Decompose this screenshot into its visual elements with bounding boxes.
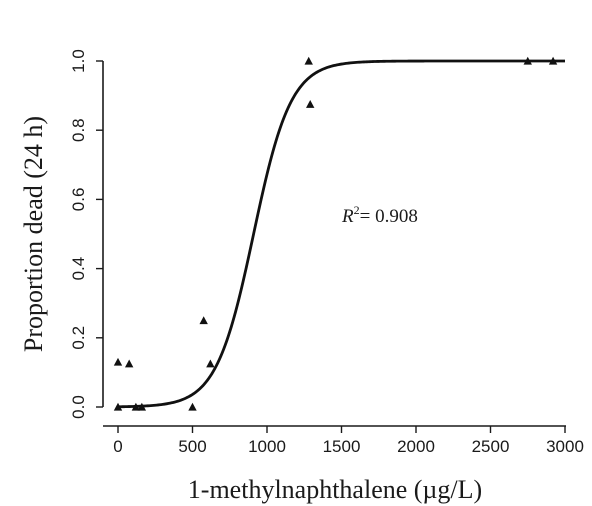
x-tick-label-5: 2500 (472, 437, 510, 456)
y-tick-label-0: 0.0 (69, 395, 88, 419)
data-point-8 (304, 56, 313, 65)
x-tick-label-3: 1500 (323, 437, 361, 456)
r-exponent: 2 (354, 203, 360, 217)
r-squared-value: = 0.908 (360, 206, 418, 227)
x-ticks: 0 500 1000 1500 2000 2500 3000 (113, 426, 584, 456)
data-point-6 (199, 316, 208, 325)
y-tick-label-5: 1.0 (69, 49, 88, 73)
data-point-11 (548, 56, 558, 65)
data-point-10 (523, 56, 532, 65)
data-point-4 (137, 402, 147, 411)
y-tick-label-1: 0.2 (69, 326, 88, 350)
x-tick-label-2: 1000 (248, 437, 286, 456)
y-axis-title: Proportion dead (24 h) (19, 116, 48, 352)
x-tick-label-6: 3000 (546, 437, 584, 456)
y-ticks: 0.0 0.2 0.4 0.6 0.8 1.0 (69, 49, 103, 419)
data-point-9 (306, 100, 315, 108)
y-tick-label-3: 0.6 (69, 188, 88, 212)
x-axis-title: 1-methylnaphthalene (µg/L) (188, 475, 482, 504)
data-point-3 (131, 402, 141, 411)
r-symbol: R (341, 206, 354, 227)
r-squared-annotation: R2= 0.908 (341, 203, 418, 227)
data-point-1 (113, 402, 123, 411)
data-points (113, 56, 558, 411)
data-point-5 (188, 402, 197, 411)
axes (102, 61, 566, 427)
y-tick-label-2: 0.4 (69, 257, 88, 281)
x-tick-label-4: 2000 (397, 437, 435, 456)
data-point-2 (124, 359, 134, 368)
data-point-7 (206, 359, 215, 368)
x-tick-label-0: 0 (113, 437, 122, 456)
fit-curve (117, 59, 565, 409)
y-tick-label-4: 0.8 (69, 118, 88, 142)
data-point-0 (113, 357, 123, 366)
x-tick-label-1: 500 (178, 437, 206, 456)
